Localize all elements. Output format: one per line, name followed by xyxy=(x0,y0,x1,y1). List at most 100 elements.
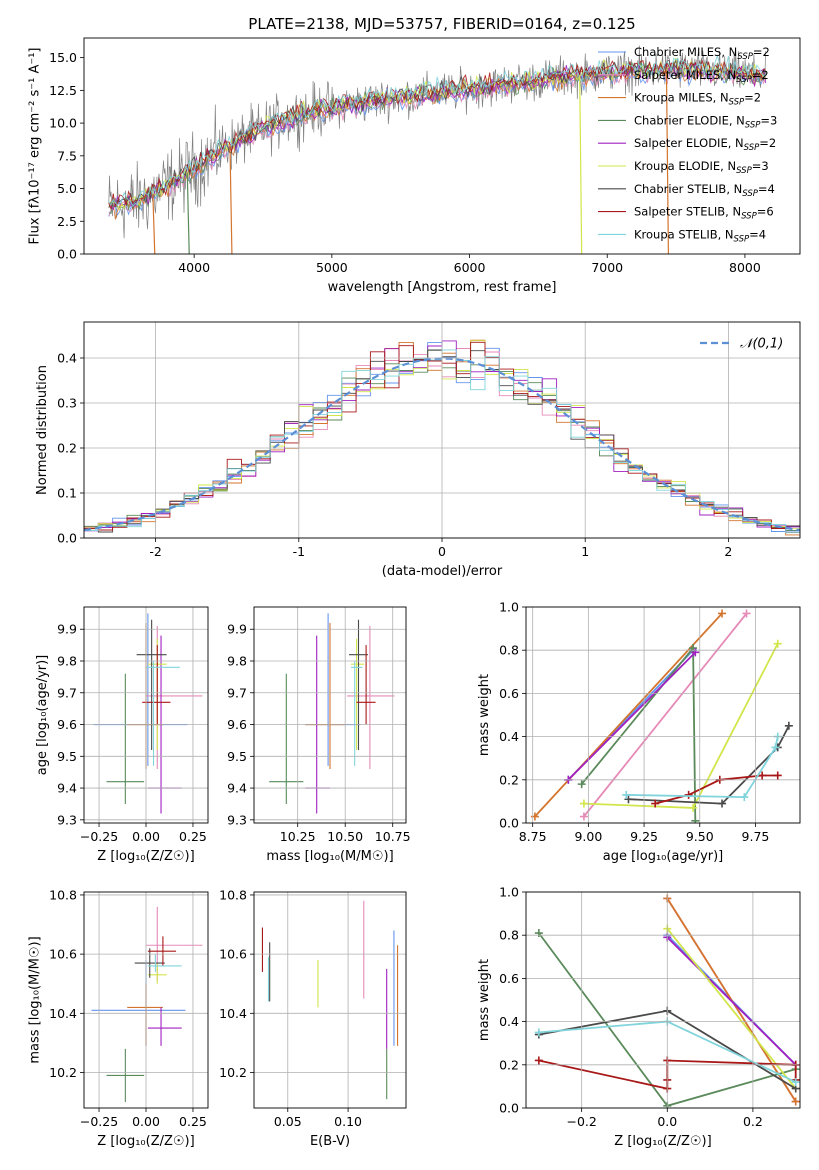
legend-subscript: SSP xyxy=(737,52,753,62)
weight-point-marker xyxy=(758,771,767,780)
spectrum-dip-mark xyxy=(665,69,670,254)
spectrum-ytick-label: 2.5 xyxy=(57,214,77,229)
weight_vs_age-ytick-label: 0.0 xyxy=(499,816,519,831)
mass_vs_ebv-xlabel: E(B-V) xyxy=(310,1134,350,1149)
weight-point-marker xyxy=(691,816,700,823)
weight_vs_Z-ytick-label: 0.8 xyxy=(499,928,519,943)
age_vs_mass-xtick-label: 10.50 xyxy=(327,829,363,844)
legend-subscript: SSP xyxy=(729,98,745,108)
weight_vs_Z-xtick-label: −0.2 xyxy=(566,1114,596,1129)
weight_vs_Z-ytick-label: 1.0 xyxy=(499,885,519,900)
legend-suffix: =2 xyxy=(753,45,770,59)
weight-series-line xyxy=(666,928,797,1090)
weight_vs_age-xtick-label: 9.75 xyxy=(742,829,770,844)
legend-entry: Kroupa MILES, NSSP=2 xyxy=(634,91,761,108)
age_vs_mass-frame xyxy=(253,606,407,824)
weight-series-line xyxy=(583,643,779,809)
age_vs_mass-ytick-label: 9.9 xyxy=(227,622,247,637)
mass_vs_Z-xlabel: Z [log₁₀(Z/Z☉)] xyxy=(97,1134,194,1149)
weight-point-marker xyxy=(579,799,588,808)
weight_vs_age-ytick-label: 0.4 xyxy=(499,729,519,744)
spectrum-ytick-label: 10.0 xyxy=(49,116,77,131)
residuals-xtick-label: -2 xyxy=(149,544,161,559)
mass_vs_ebv-ytick-label: 10.4 xyxy=(219,1006,247,1021)
legend-subscript: SSP xyxy=(734,234,750,244)
mass_vs_Z-ylabel: mass [log₁₀(M/M☉)] xyxy=(27,936,42,1063)
weight_vs_Z-xtick-label: 0.2 xyxy=(743,1114,763,1129)
spectrum-model-line xyxy=(108,57,766,211)
weight-point-marker xyxy=(530,812,539,821)
legend-subscript: SSP xyxy=(736,166,752,176)
weight-point-marker xyxy=(718,609,727,618)
weight_vs_Z-xlabel: Z [log₁₀(Z/Z☉)] xyxy=(614,1134,711,1149)
weight_vs_age-ytick-label: 0.2 xyxy=(499,772,519,787)
weight_vs_Z-axes: −0.2 0.0 0.2 0.0 0.2 0.4 0.6 0.8 1.0 Z [log₁₀(Z/Z… xyxy=(477,885,801,1149)
age_vs_Z-ytick-label: 9.4 xyxy=(57,781,77,796)
weight-point-marker xyxy=(579,812,588,821)
mass_vs_Z-ytick-label: 10.6 xyxy=(49,947,77,962)
age_vs_mass-ytick-label: 9.8 xyxy=(227,654,247,669)
spectrum-xtick-label: 4000 xyxy=(178,260,210,275)
legend-label: Kroupa MILES, N xyxy=(634,91,729,105)
weight-point-marker xyxy=(622,790,631,799)
legend-suffix: =3 xyxy=(752,159,769,173)
weight_vs_Z-xtick-label: 0.0 xyxy=(657,1114,677,1129)
weight-point-marker xyxy=(534,1056,543,1065)
weight-series-line xyxy=(666,936,797,1066)
weight-point-marker xyxy=(577,780,586,789)
spectrum-dip-mark xyxy=(229,145,233,254)
legend-entry: Chabrier STELIB, NSSP=4 xyxy=(634,182,775,199)
residuals-ytick-label: 0.3 xyxy=(57,396,77,411)
weight_vs_Z-ytick-label: 0.2 xyxy=(499,1057,519,1072)
legend-entry: Salpeter ELODIE, NSSP=2 xyxy=(634,136,776,153)
mass_vs_Z-axes: −0.25 0.00 0.25 10.2 10.4 10.6 10.8 Z [log₁₀(Z/… xyxy=(27,887,209,1149)
age_vs_Z-ytick-label: 9.3 xyxy=(57,812,77,827)
age_vs_Z-ytick-label: 9.6 xyxy=(57,717,77,732)
legend-label: Salpeter MILES, N xyxy=(634,68,736,82)
legend-label: Chabrier ELODIE, N xyxy=(634,113,745,127)
spectrum-ytick-label: 15.0 xyxy=(49,50,77,65)
legend-suffix: =2 xyxy=(744,91,761,105)
spectrum-model-line xyxy=(108,53,766,208)
mass_vs_Z-frame xyxy=(83,891,209,1109)
age_vs_mass-ytick-label: 9.3 xyxy=(227,812,247,827)
legend-suffix: =2 xyxy=(752,68,769,82)
age_vs_mass-plot-area xyxy=(269,613,395,814)
weight-series-line xyxy=(626,736,779,799)
age_vs_mass-axes: 10.25 10.50 10.75 9.3 9.4 9.5 9.6 9.7 9.8 9.9 mass… xyxy=(227,606,411,864)
weight_vs_age-ytick-label: 1.0 xyxy=(499,600,519,615)
spectrum-plot-area xyxy=(108,45,767,254)
legend-entry: Chabrier ELODIE, NSSP=3 xyxy=(634,113,777,130)
residuals-axes: -2 -1 0 1 2 0.0 0.1 0.2 0.3 0.4 (data-model)/error… xyxy=(35,321,801,579)
legend-suffix: =3 xyxy=(760,113,777,127)
spectrum-frame xyxy=(83,37,801,255)
spectrum-ytick-label: 7.5 xyxy=(57,148,77,163)
spectrum-observed-line xyxy=(108,45,766,239)
weight-point-marker xyxy=(740,793,749,802)
spectrum-ytick-label: 5.0 xyxy=(57,181,77,196)
age_vs_Z-xtick-label: −0.25 xyxy=(80,829,118,844)
legend-subscript: SSP xyxy=(744,143,760,153)
weight_vs_age-ylabel: mass weight xyxy=(477,674,492,756)
residuals-ytick-label: 0.0 xyxy=(57,531,77,546)
weight-point-marker xyxy=(534,929,543,938)
weight-series-line xyxy=(567,651,696,781)
weight_vs_age-frame xyxy=(525,606,801,824)
age_vs_mass-xlabel: mass [log₁₀(M/M☉)] xyxy=(266,849,393,864)
weight-point-marker xyxy=(784,721,793,730)
legend-subscript: SSP xyxy=(745,120,761,130)
weight-point-marker xyxy=(773,639,782,648)
normal-legend-label: 𝒩(0,1) xyxy=(740,337,783,352)
weight_vs_age-ytick-label: 0.6 xyxy=(499,686,519,701)
age_vs_mass-ytick-label: 9.6 xyxy=(227,717,247,732)
weight_vs_Z-ylabel: mass weight xyxy=(477,959,492,1041)
spectrum-axes: 4000 5000 6000 7000 8000 0.0 2.5 5.0 7.5 10.0 12.5… xyxy=(27,37,801,295)
residuals-xlabel: (data-model)/error xyxy=(382,564,503,579)
legend-suffix: =6 xyxy=(757,205,774,219)
spectrum-xtick-label: 6000 xyxy=(454,260,486,275)
age_vs_mass-ytick-label: 9.5 xyxy=(227,749,247,764)
mass_vs_ebv-frame xyxy=(253,891,407,1109)
legend-label: Chabrier STELIB, N xyxy=(634,182,742,196)
